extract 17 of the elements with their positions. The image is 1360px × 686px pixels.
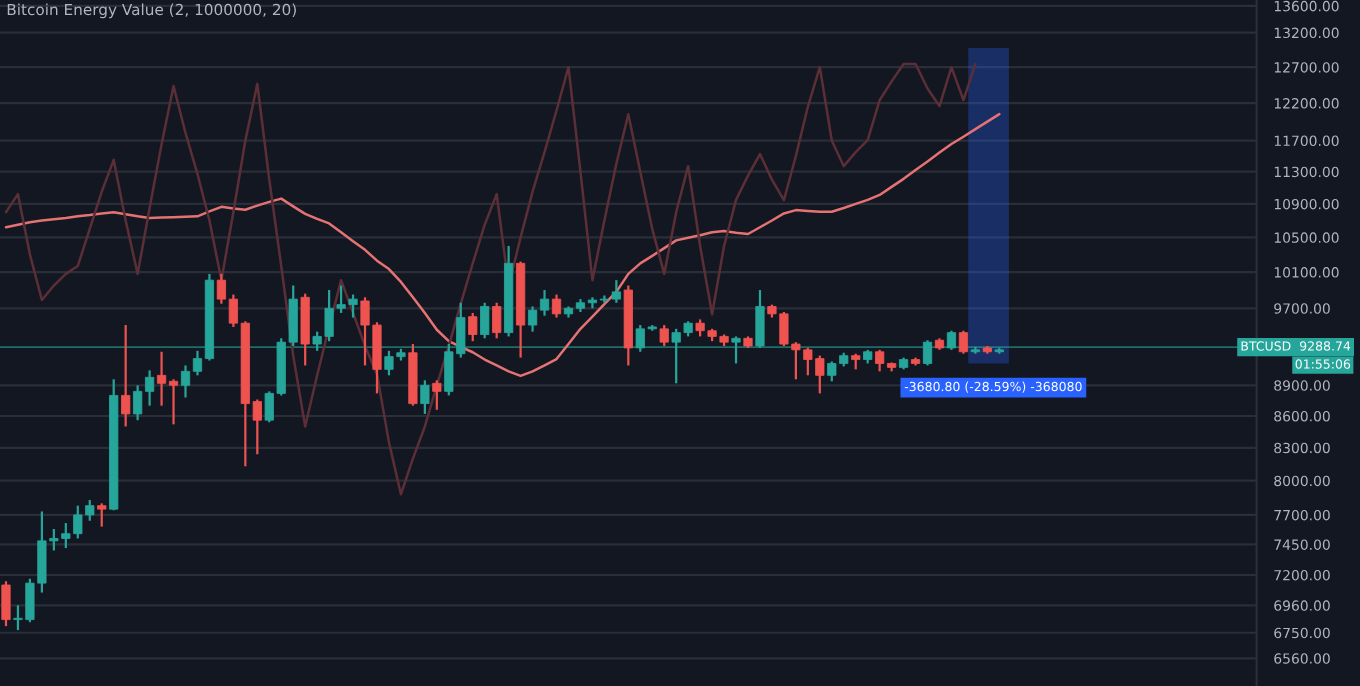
candlestick [300, 292, 310, 367]
candlestick [468, 311, 478, 343]
candlestick [946, 329, 957, 351]
candlestick [420, 379, 430, 416]
candlestick [731, 335, 741, 365]
candlestick [755, 288, 765, 350]
candlestick [97, 502, 107, 528]
candlestick [432, 379, 442, 411]
candlestick [659, 323, 669, 348]
candlestick [492, 301, 502, 340]
candlestick [121, 323, 131, 428]
candlestick [1, 580, 11, 628]
candlestick [958, 329, 969, 355]
candlestick [922, 339, 933, 367]
candlestick [480, 301, 490, 340]
line-series [4, 112, 1001, 378]
candlestick [551, 293, 562, 319]
